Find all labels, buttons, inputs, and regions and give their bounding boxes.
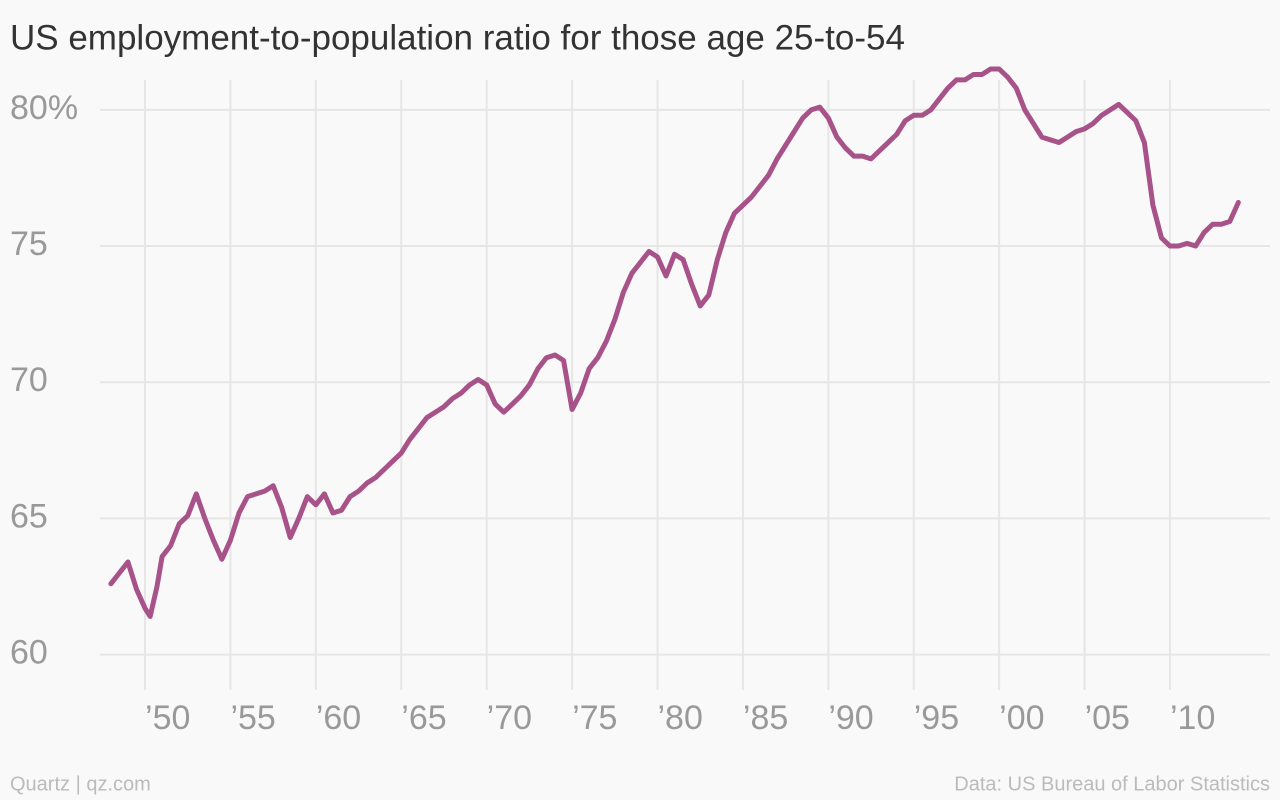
x-tick-label: ’60: [316, 699, 361, 737]
chart-title: US employment-to-population ratio for th…: [10, 18, 905, 57]
x-tick-label: ’75: [572, 699, 617, 737]
x-tick-label: ’80: [658, 699, 703, 737]
y-tick-label: 60: [10, 634, 48, 672]
x-tick-label: ’70: [487, 699, 532, 737]
x-tick-label: ’95: [914, 699, 959, 737]
x-tick-label: ’10: [1170, 699, 1215, 737]
y-tick-label: 65: [10, 497, 48, 535]
x-tick-label: ’65: [401, 699, 446, 737]
footer-data: Data: US Bureau of Labor Statistics: [954, 773, 1270, 795]
footer-source: Quartz | qz.com: [10, 773, 151, 795]
x-tick-label: ’90: [828, 699, 873, 737]
x-tick-label: ’00: [999, 699, 1044, 737]
y-tick-label: 80%: [10, 89, 78, 127]
x-tick-label: ’85: [743, 699, 788, 737]
data-line: [108, 66, 1241, 619]
x-tick-label: ’55: [230, 699, 275, 737]
x-tick-label: ’50: [145, 699, 190, 737]
y-tick-label: 75: [10, 225, 48, 263]
y-tick-label: 70: [10, 361, 48, 399]
x-tick-label: ’05: [1085, 699, 1130, 737]
